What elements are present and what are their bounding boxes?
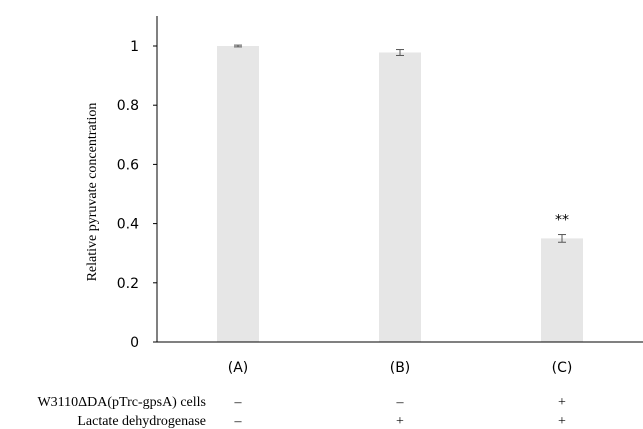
y-tick-label: 0.4 xyxy=(117,217,139,233)
bar xyxy=(541,238,583,342)
y-tick-label: 0.8 xyxy=(117,98,139,114)
annotations: ** xyxy=(555,213,569,229)
bars xyxy=(217,46,583,343)
bar xyxy=(217,46,259,342)
error-bars xyxy=(234,44,566,243)
x-tick-label: (C) xyxy=(552,360,573,376)
bar xyxy=(379,52,421,343)
x-tick-label: (A) xyxy=(228,360,249,376)
y-axis-label: Relative pyruvate concentration xyxy=(85,103,100,282)
condition-table: W3110ΔDA(pTrc-gpsA) cells – – + Lactate dehy… xyxy=(37,395,566,429)
condition-cell: + xyxy=(558,414,566,429)
condition-cell: – xyxy=(396,395,405,410)
y-tick-label: 1 xyxy=(130,39,139,55)
y-tick-label: 0.6 xyxy=(117,157,139,173)
condition-cell: + xyxy=(396,414,404,429)
significance-annotation: ** xyxy=(555,213,569,229)
x-axis-ticks: (A) (B) (C) xyxy=(228,360,573,376)
x-tick-label: (B) xyxy=(390,360,411,376)
y-tick-label: 0.2 xyxy=(117,276,139,292)
y-axis-ticks: 0 0.2 0.4 0.6 0.8 1 xyxy=(117,39,157,351)
condition-cell: + xyxy=(558,395,566,410)
condition-row-label: W3110ΔDA(pTrc-gpsA) cells xyxy=(37,395,206,410)
condition-cell: – xyxy=(234,395,243,410)
y-tick-label: 0 xyxy=(130,335,139,351)
condition-cell: – xyxy=(234,414,243,429)
condition-row-label: Lactate dehydrogenase xyxy=(77,414,206,429)
